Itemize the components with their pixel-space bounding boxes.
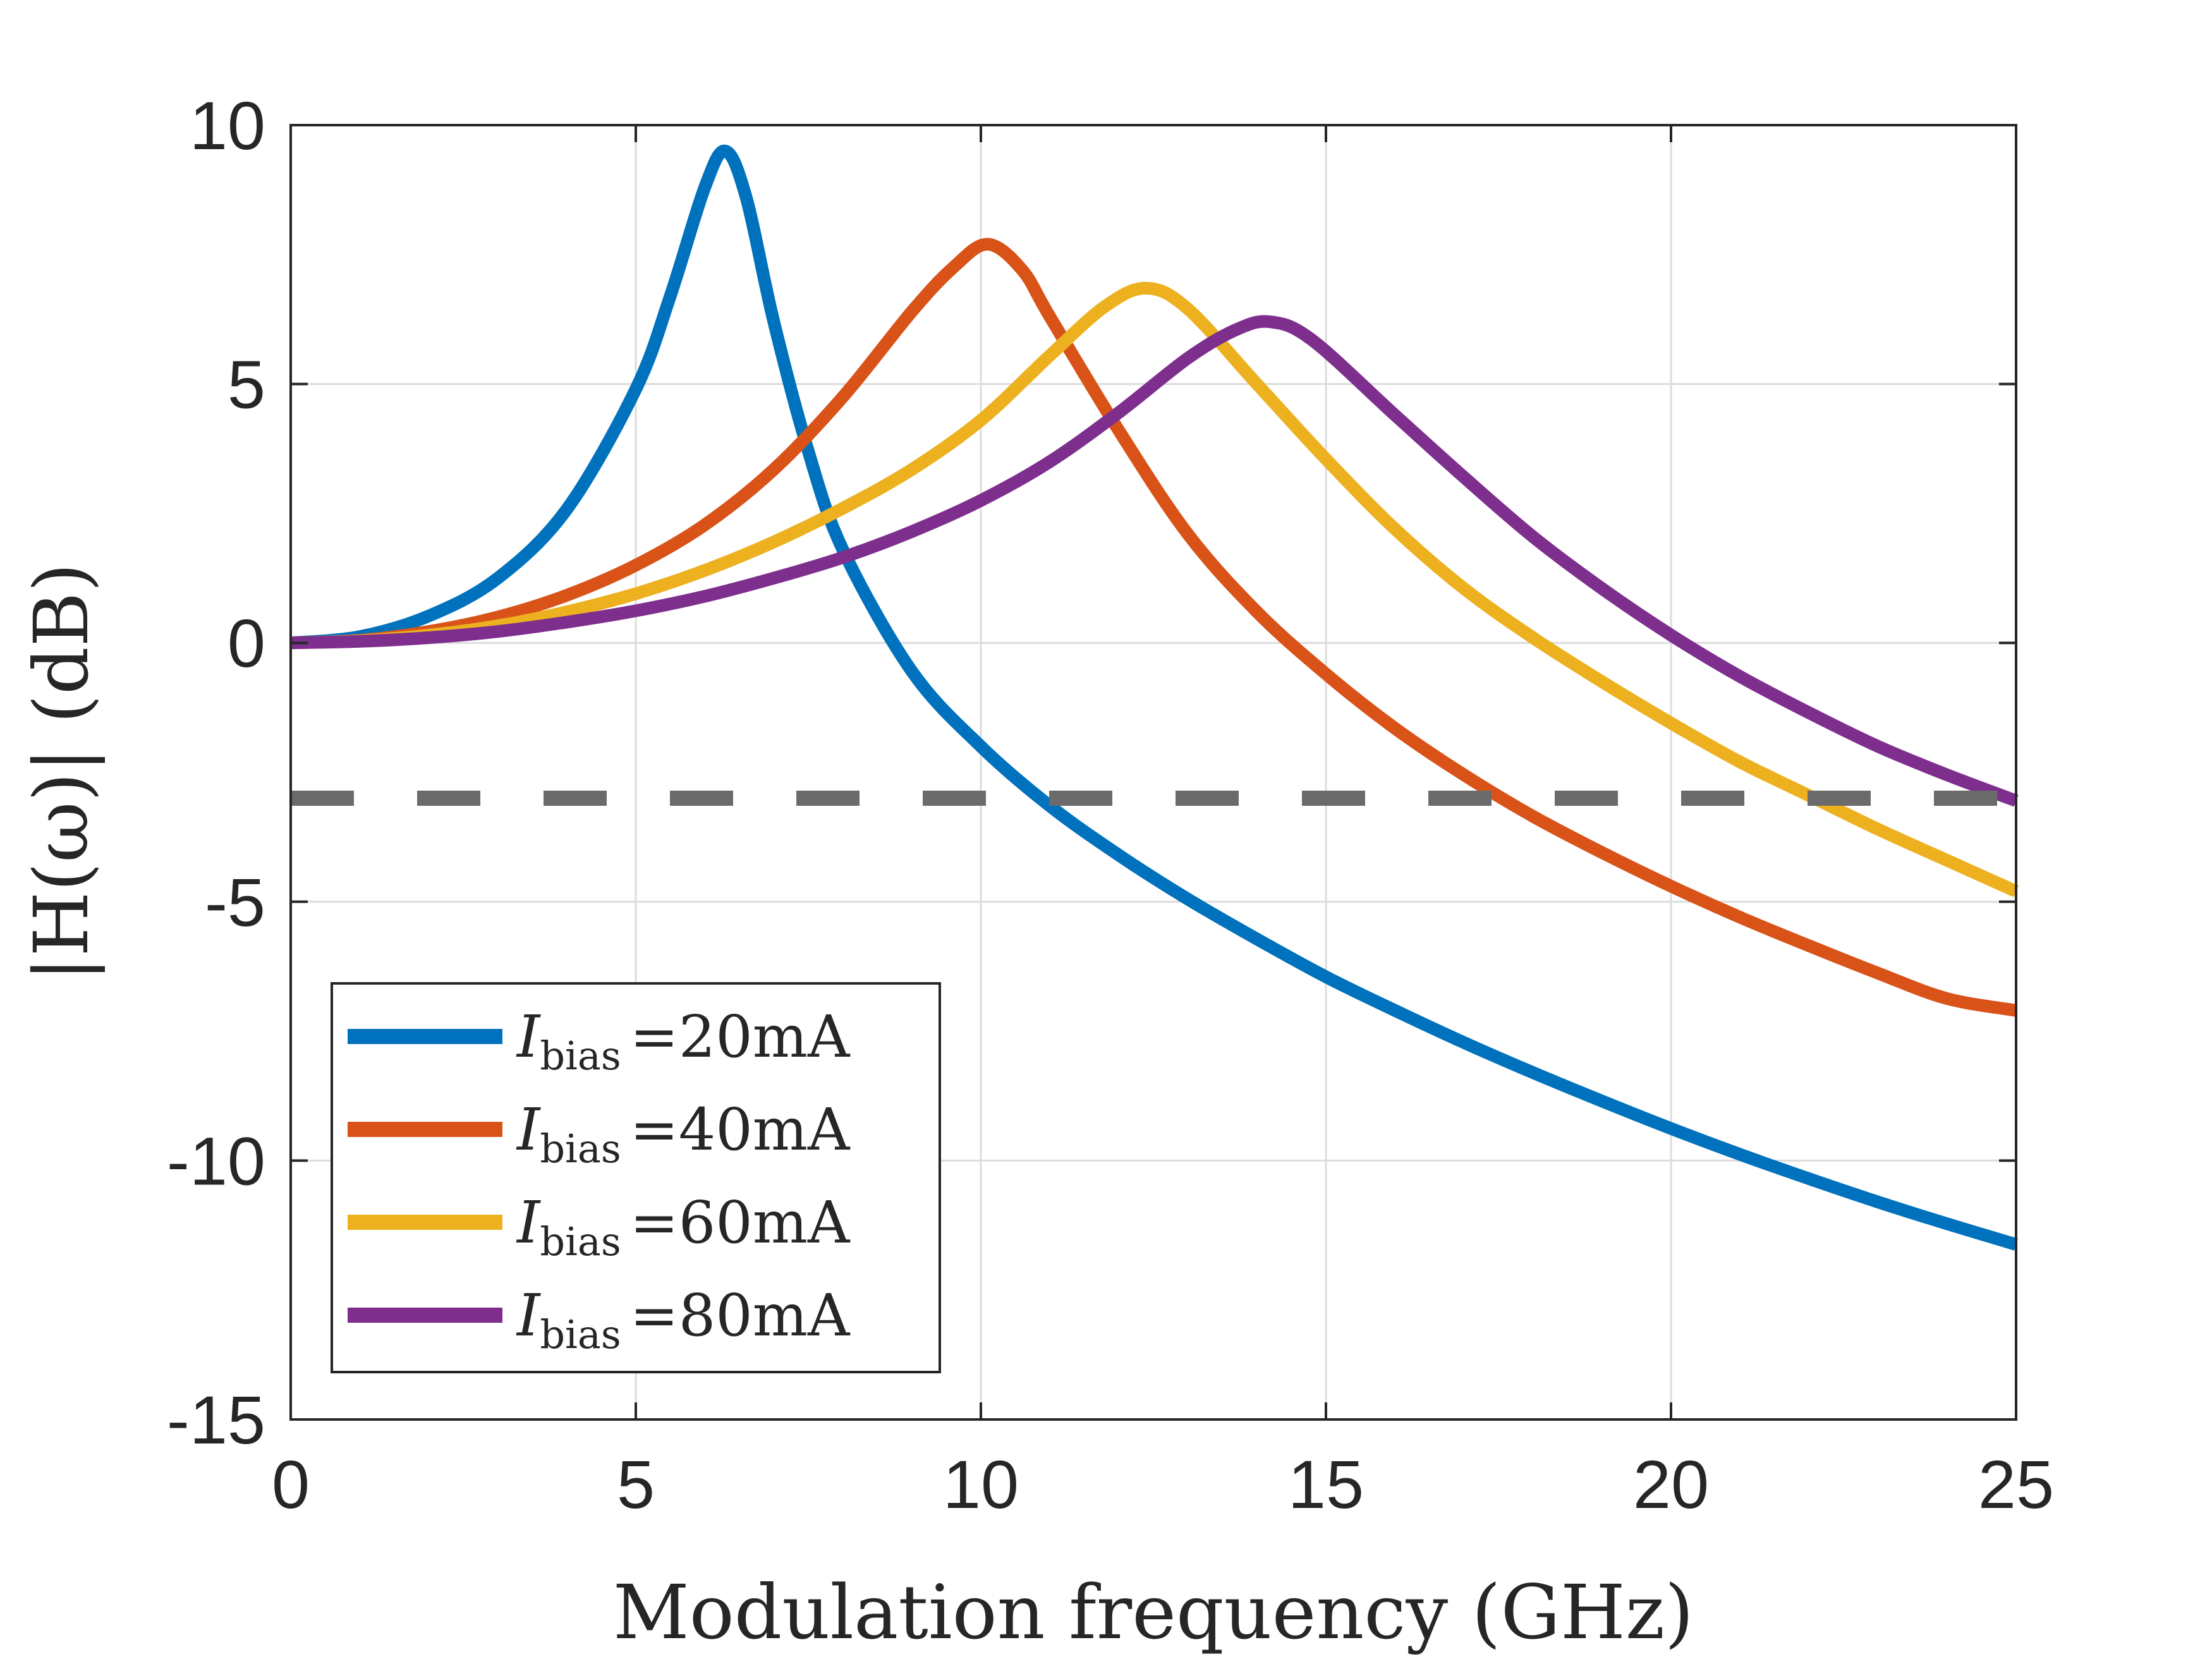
plot-frame	[289, 124, 2017, 1421]
x-tick-label: 0	[272, 1446, 310, 1522]
series-line-2	[290, 282, 2019, 897]
legend-label-20ma: Ibias =20mA	[516, 1003, 851, 1079]
x-tick-label: 5	[617, 1446, 655, 1522]
legend-item-60ma: Ibias =60mA	[348, 1189, 851, 1265]
y-tick-labels: -15 -10 -5 0 5 10	[167, 87, 265, 1458]
x-tick-label: 15	[1288, 1446, 1364, 1522]
y-tick-label: -5	[205, 864, 265, 940]
x-tick-label: 25	[1978, 1446, 2054, 1522]
series-line-0	[290, 144, 2018, 1251]
x-axis-title: Modulation frequency (GHz)	[613, 1569, 1694, 1656]
y-tick-label: 5	[228, 346, 265, 423]
legend: Ibias =20mA Ibias =40mA Ibias =60mA Ibias =8…	[331, 982, 941, 1373]
y-axis-title: |H(ω)| (dB)	[18, 563, 105, 982]
series-line-3	[290, 315, 2019, 807]
y-tick-label: 10	[190, 87, 265, 164]
legend-item-40ma: Ibias =40mA	[348, 1096, 851, 1172]
y-tick-label: -10	[167, 1122, 265, 1199]
axis-ticks	[289, 124, 2017, 1421]
legend-label-80ma: Ibias =80mA	[516, 1282, 851, 1358]
legend-label-60ma: Ibias =60mA	[516, 1189, 851, 1265]
legend-box	[331, 982, 941, 1373]
y-tick-label: -15	[167, 1382, 265, 1458]
x-tick-label: 10	[943, 1446, 1019, 1522]
legend-item-20ma: Ibias =20mA	[348, 1003, 851, 1079]
x-tick-label: 20	[1633, 1446, 1709, 1522]
series-lines	[290, 144, 2019, 1251]
legend-label-40ma: Ibias =40mA	[516, 1096, 851, 1172]
legend-item-80ma: Ibias =80mA	[348, 1282, 851, 1358]
y-tick-label: 0	[228, 605, 265, 681]
x-tick-labels: 0 5 10 15 20 25	[272, 1446, 2054, 1522]
